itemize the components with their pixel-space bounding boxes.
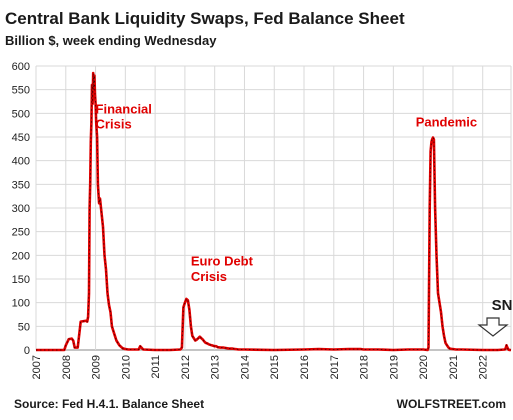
x-tick-label: 2019 (388, 355, 400, 379)
x-tick-label: 2008 (61, 355, 73, 379)
x-tick-label: 2013 (210, 355, 222, 379)
annotation-label: SNB (492, 297, 513, 314)
down-arrow-icon (477, 317, 509, 337)
x-tick-label: 2020 (418, 355, 430, 379)
y-tick-label: 450 (12, 132, 30, 144)
x-tick-label: 2011 (150, 355, 162, 379)
x-tick-label: 2021 (448, 355, 460, 379)
y-tick-label: 150 (12, 274, 30, 286)
y-tick-label: 550 (12, 85, 30, 97)
x-tick-label: 2007 (31, 355, 43, 379)
y-tick-label: 300 (12, 203, 30, 215)
y-tick-label: 200 (12, 250, 30, 262)
series-points-0 (36, 73, 511, 351)
y-tick-label: 50 (18, 321, 30, 333)
annotation-label: Pandemic (416, 115, 477, 130)
y-tick-label: 500 (12, 108, 30, 120)
chart-title: Central Bank Liquidity Swaps, Fed Balanc… (5, 9, 405, 28)
x-tick-label: 2018 (359, 355, 371, 379)
annotation-label: Euro Debt (191, 254, 254, 269)
x-tick-label: 2009 (91, 355, 103, 379)
down-arrow-shape (477, 317, 509, 337)
y-tick-label: 0 (24, 345, 30, 357)
series-group (36, 71, 511, 352)
x-tick-label: 2010 (120, 355, 132, 379)
x-tick-label: 2016 (299, 355, 311, 379)
x-tick-label: 2012 (180, 355, 192, 379)
chart-subtitle: Billion $, week ending Wednesday (5, 33, 217, 48)
source-note: Source: Fed H.4.1. Balance Sheet (14, 397, 204, 411)
annotation-label: Crisis (191, 269, 227, 284)
gridlines (35, 65, 512, 351)
x-tick-label: 2022 (478, 355, 490, 379)
annotation-label: Financial (96, 101, 152, 116)
y-tick-label: 400 (12, 156, 30, 168)
y-tick-label: 250 (12, 227, 30, 239)
y-tick-label: 600 (12, 61, 30, 73)
y-axis-ticks: 0 50 100 150 200 250 300 350 400 450 500 550 600 (12, 61, 30, 357)
brand-label: WOLFSTREET.com (397, 397, 506, 411)
annotation-label: Crisis (96, 116, 132, 131)
x-tick-label: 2015 (269, 355, 281, 379)
y-tick-label: 100 (12, 298, 30, 310)
y-tick-label: 350 (12, 179, 30, 191)
x-tick-label: 2017 (329, 355, 341, 379)
x-axis-ticks: 2007 2008 2009 2010 2011 2012 2013 2014 2015 2016… (31, 355, 490, 379)
x-tick-label: 2014 (239, 355, 251, 379)
